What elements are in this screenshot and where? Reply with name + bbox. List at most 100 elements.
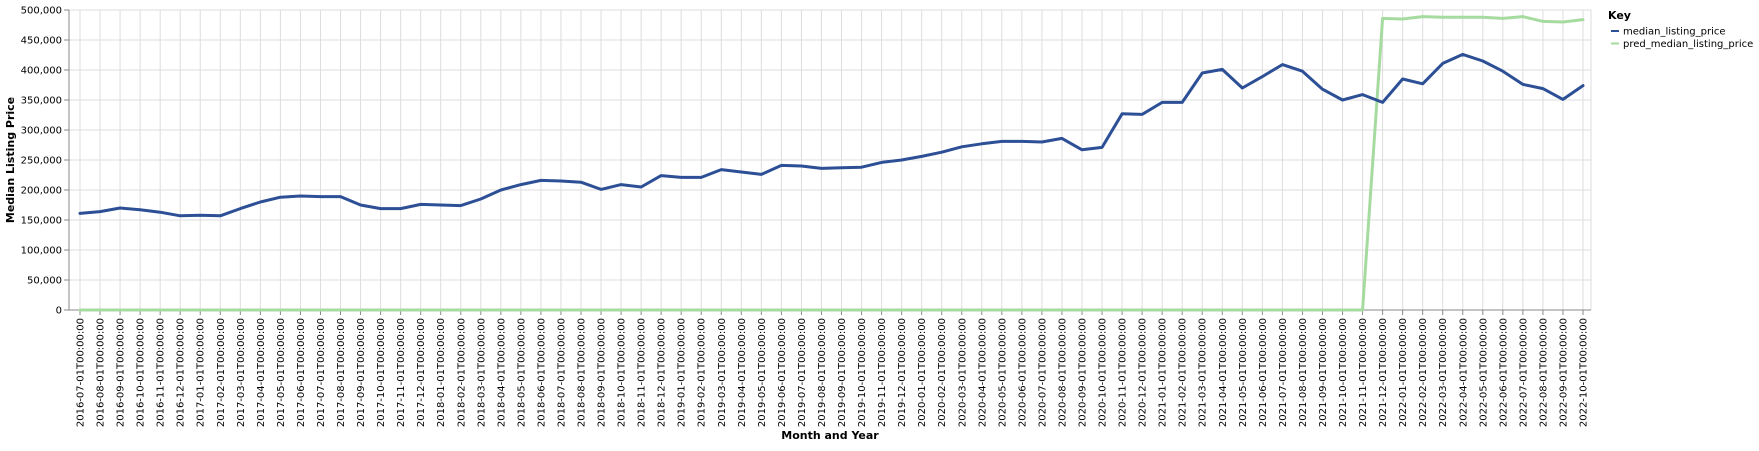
x-tick-label: 2020-12-01T00:00:00 [1138,318,1149,427]
x-tick-label: 2021-05-01T00:00:00 [1238,318,1249,427]
x-tick-label: 2016-12-01T00:00:00 [176,318,187,427]
x-tick-label: 2017-01-01T00:00:00 [196,318,207,427]
x-tick-label: 2018-09-01T00:00:00 [597,318,608,427]
y-tick-label: 350,000 [21,96,62,107]
x-tick-label: 2019-11-01T00:00:00 [877,318,888,427]
x-tick-label: 2017-04-01T00:00:00 [256,318,267,427]
y-tick-label: 0 [56,306,62,317]
x-tick-label: 2019-04-01T00:00:00 [737,318,748,427]
y-tick-label: 450,000 [21,36,62,47]
x-tick-label: 2022-08-01T00:00:00 [1538,318,1549,427]
legend-label-pred_median_listing_price: pred_median_listing_price [1623,39,1753,50]
x-tick-label: 2021-09-01T00:00:00 [1318,318,1329,427]
x-tick-label: 2018-03-01T00:00:00 [476,318,487,427]
x-tick-label: 2020-06-01T00:00:00 [1017,318,1028,427]
x-tick-label: 2019-07-01T00:00:00 [797,318,808,427]
y-axis-title: Median Listing Price [4,97,17,223]
x-tick-label: 2017-09-01T00:00:00 [356,318,367,427]
x-tick-label: 2020-02-01T00:00:00 [937,318,948,427]
x-tick-label: 2019-10-01T00:00:00 [857,318,868,427]
x-tick-label: 2022-02-01T00:00:00 [1418,318,1429,427]
x-tick-label: 2018-07-01T00:00:00 [556,318,567,427]
x-tick-label: 2020-11-01T00:00:00 [1118,318,1129,427]
x-tick-label: 2020-09-01T00:00:00 [1078,318,1089,427]
x-tick-label: 2017-10-01T00:00:00 [376,318,387,427]
x-tick-label: 2021-04-01T00:00:00 [1218,318,1229,427]
x-tick-label: 2020-03-01T00:00:00 [957,318,968,427]
x-tick-label: 2017-08-01T00:00:00 [336,318,347,427]
x-tick-label: 2021-01-01T00:00:00 [1158,318,1169,427]
x-tick-label: 2019-05-01T00:00:00 [757,318,768,427]
series-line-pred_median_listing_price [78,15,1585,312]
y-tick-label: 300,000 [21,126,62,137]
x-tick-label: 2022-06-01T00:00:00 [1498,318,1509,427]
axis-layer: 0 50,000 100,000 150,000 200,000 250,000 300,0… [21,6,1591,427]
x-tick-label: 2018-10-01T00:00:00 [617,318,628,427]
x-tick-label: 2019-12-01T00:00:00 [897,318,908,427]
x-tick-label: 2021-11-01T00:00:00 [1358,318,1369,427]
x-tick-label: 2020-05-01T00:00:00 [997,318,1008,427]
x-tick-label: 2022-05-01T00:00:00 [1478,318,1489,427]
grid-layer [69,9,1592,311]
x-tick-label: 2019-02-01T00:00:00 [697,318,708,427]
x-tick-label: 2018-08-01T00:00:00 [577,318,588,427]
x-tick-label: 2017-02-01T00:00:00 [216,318,227,427]
x-tick-label: 2017-05-01T00:00:00 [276,318,287,427]
x-tick-label: 2022-10-01T00:00:00 [1579,318,1590,427]
x-tick-label: 2021-07-01T00:00:00 [1278,318,1289,427]
x-tick-label: 2017-07-01T00:00:00 [316,318,327,427]
x-tick-label: 2022-01-01T00:00:00 [1398,318,1409,427]
x-tick-label: 2020-04-01T00:00:00 [977,318,988,427]
x-tick-label: 2019-06-01T00:00:00 [777,318,788,427]
x-tick-label: 2021-10-01T00:00:00 [1338,318,1349,427]
legend: Key median_listing_pricepred_median_list… [1608,9,1753,50]
x-tick-label: 2020-07-01T00:00:00 [1037,318,1048,427]
y-tick-label: 200,000 [21,186,62,197]
y-tick-label: 50,000 [27,276,62,287]
x-tick-label: 2016-09-01T00:00:00 [116,318,127,427]
x-tick-label: 2016-07-01T00:00:00 [76,318,87,427]
x-tick-label: 2017-12-01T00:00:00 [416,318,427,427]
x-tick-label: 2017-06-01T00:00:00 [296,318,307,427]
x-tick-label: 2018-04-01T00:00:00 [496,318,507,427]
x-tick-label: 2020-10-01T00:00:00 [1098,318,1109,427]
x-tick-label: 2021-02-01T00:00:00 [1178,318,1189,427]
x-tick-label: 2018-02-01T00:00:00 [456,318,467,427]
x-tick-label: 2018-05-01T00:00:00 [516,318,527,427]
y-tick-label: 500,000 [21,6,62,17]
series-line-median_listing_price [78,52,1585,218]
x-tick-label: 2018-06-01T00:00:00 [536,318,547,427]
x-tick-label: 2022-09-01T00:00:00 [1558,318,1569,427]
x-tick-label: 2019-01-01T00:00:00 [677,318,688,427]
y-tick-label: 150,000 [21,216,62,227]
x-tick-label: 2020-08-01T00:00:00 [1057,318,1068,427]
x-tick-label: 2019-09-01T00:00:00 [837,318,848,427]
x-tick-label: 2018-12-01T00:00:00 [657,318,668,427]
x-tick-label: 2021-12-01T00:00:00 [1378,318,1389,427]
x-tick-label: 2022-04-01T00:00:00 [1458,318,1469,427]
x-axis-title: Month and Year [781,429,879,442]
x-tick-label: 2021-08-01T00:00:00 [1298,318,1309,427]
x-tick-label: 2022-03-01T00:00:00 [1438,318,1449,427]
y-tick-label: 100,000 [21,246,62,257]
x-tick-label: 2017-03-01T00:00:00 [236,318,247,427]
x-tick-label: 2019-08-01T00:00:00 [817,318,828,427]
x-tick-label: 2019-03-01T00:00:00 [717,318,728,427]
x-tick-label: 2018-01-01T00:00:00 [436,318,447,427]
y-tick-label: 250,000 [21,156,62,167]
x-tick-label: 2017-11-01T00:00:00 [396,318,407,427]
x-tick-label: 2022-07-01T00:00:00 [1518,318,1529,427]
x-tick-label: 2021-06-01T00:00:00 [1258,318,1269,427]
x-tick-label: 2021-03-01T00:00:00 [1198,318,1209,427]
x-tick-label: 2018-11-01T00:00:00 [637,318,648,427]
x-tick-label: 2016-08-01T00:00:00 [96,318,107,427]
x-tick-label: 2016-11-01T00:00:00 [156,318,167,427]
series-layer [78,15,1585,312]
y-tick-label: 400,000 [21,66,62,77]
x-tick-label: 2020-01-01T00:00:00 [917,318,928,427]
x-tick-label: 2016-10-01T00:00:00 [136,318,147,427]
legend-label-median_listing_price: median_listing_price [1623,27,1726,38]
legend-title: Key [1608,9,1631,22]
